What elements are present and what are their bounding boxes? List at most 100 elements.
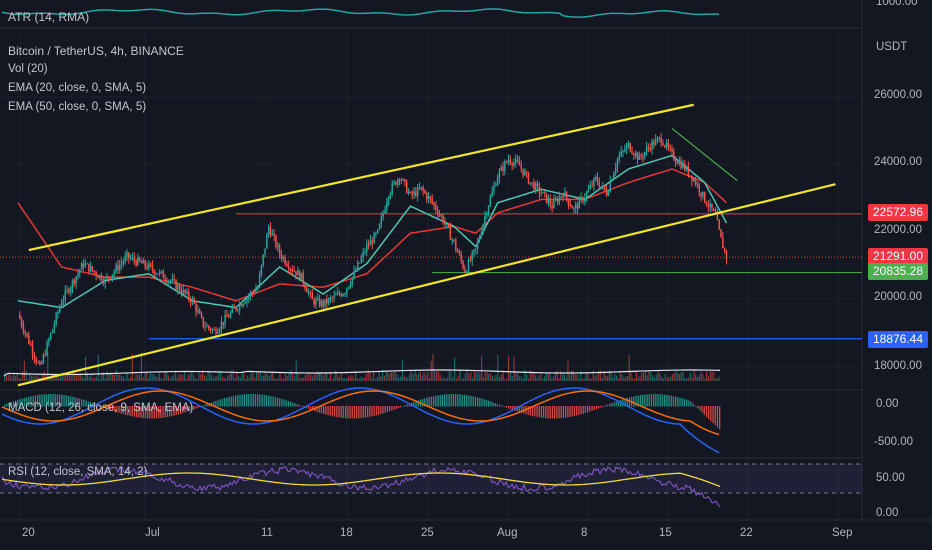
candle-body <box>131 257 134 259</box>
macd-line <box>1 387 720 454</box>
candle-body <box>565 191 568 199</box>
candle-body <box>683 163 686 170</box>
candle-body <box>304 283 306 289</box>
volume-bar <box>416 374 418 381</box>
volume-bar <box>13 372 15 381</box>
candle-body <box>109 277 112 279</box>
volume-bar <box>547 372 549 381</box>
macd-histogram-bar <box>345 406 347 419</box>
volume-bar <box>553 376 555 381</box>
volume-bar <box>482 377 484 381</box>
candle-body <box>504 161 506 171</box>
macd-histogram-bar <box>232 395 235 407</box>
volume-bar <box>88 376 90 381</box>
macd-histogram-bar <box>336 406 338 418</box>
volume-bar <box>184 371 186 381</box>
volume-bar <box>347 376 349 381</box>
horizontal-levels[interactable] <box>0 213 862 340</box>
candle-body <box>246 298 248 303</box>
ema20-label[interactable]: EMA (20, close, 0, SMA, 5) <box>8 82 147 94</box>
candle-body <box>413 191 415 195</box>
price-tag-last[interactable]: 21291.00 <box>868 248 928 265</box>
macd-histogram-bar <box>65 395 67 407</box>
volume-bar <box>473 370 475 381</box>
candle-body <box>633 153 635 156</box>
macd-histogram-bar <box>659 394 661 407</box>
candle-body <box>671 148 673 152</box>
volume-bar <box>130 376 132 381</box>
volume-bar <box>538 375 540 381</box>
candle-body <box>722 237 724 249</box>
macd-histogram-bar <box>543 406 545 418</box>
rsi-label[interactable]: RSI (12, close, SMA, 14, 2) <box>8 466 148 478</box>
macd-histogram-bar <box>186 406 188 412</box>
volume-bar <box>295 360 297 381</box>
macd-histogram-bar <box>488 400 490 407</box>
trend-lines[interactable] <box>17 103 836 387</box>
macd-histogram-bar <box>197 406 199 408</box>
volume-bar <box>117 374 119 381</box>
volume-bar <box>317 371 319 381</box>
vol-label[interactable]: Vol (20) <box>8 63 48 75</box>
price-tag-low[interactable]: 18876.44 <box>868 331 928 348</box>
candle-body <box>287 266 290 270</box>
candle-body <box>647 147 650 149</box>
volume-bar <box>698 374 700 381</box>
volume-bar <box>79 374 81 381</box>
candle-body <box>495 185 497 187</box>
candle-body <box>297 270 299 276</box>
volume-bar <box>164 372 166 381</box>
macd-histogram-bar <box>584 406 587 414</box>
volume-bar <box>560 371 562 381</box>
candle-body <box>711 203 713 209</box>
candle-body <box>482 224 484 234</box>
price-tag-support[interactable]: 20835.28 <box>868 263 928 280</box>
macd-histogram-bar <box>558 406 560 419</box>
volume-bar <box>571 370 573 381</box>
candle-body <box>69 287 72 293</box>
atr-line <box>1 8 720 18</box>
volume-bar <box>247 375 249 381</box>
candle-body <box>464 268 466 273</box>
macd-histogram-bar <box>479 397 481 407</box>
candle-body <box>242 303 245 307</box>
candle-body <box>618 155 621 159</box>
ema50-label[interactable]: EMA (50, close, 0, SMA, 5) <box>8 101 147 113</box>
macd-histogram-bar <box>224 398 226 407</box>
volume-bar <box>322 376 324 381</box>
macd-histogram-bar <box>540 406 543 418</box>
volume-bar <box>500 374 502 381</box>
candle-body <box>607 191 610 196</box>
volume-bar <box>166 372 168 381</box>
macd-histogram-bar <box>573 406 576 417</box>
macd-histogram-bar <box>457 394 459 407</box>
volume-bar <box>373 371 375 381</box>
candle-body <box>193 298 195 304</box>
symbol-title[interactable]: Bitcoin / TetherUS, 4h, BINANCE <box>8 44 184 58</box>
macd-histogram-bar <box>144 406 147 419</box>
candle-body <box>64 290 66 300</box>
price-tag-resistance[interactable]: 22572.96 <box>868 204 928 221</box>
volume-bar <box>65 375 67 381</box>
volume-bar <box>346 378 348 381</box>
macd-histogram-bar <box>272 396 274 407</box>
candle-body <box>28 335 30 344</box>
volume-bar <box>162 378 164 381</box>
macd-histogram-bar <box>417 400 419 407</box>
macd-label[interactable]: MACD (12, 26, close, 9, SMA, EMA) <box>8 402 194 414</box>
volume-bar <box>268 375 270 381</box>
volume-bar <box>634 378 636 381</box>
candle-body <box>576 204 579 209</box>
candle-body <box>700 192 702 197</box>
macd-histogram-bar <box>239 394 241 407</box>
candle-body <box>222 321 225 325</box>
macd-histogram-bar <box>703 406 705 415</box>
candle-body <box>113 271 116 275</box>
candle-body <box>286 263 288 267</box>
candle-body <box>573 207 575 209</box>
candle-body <box>271 233 274 236</box>
macd-histogram-bar <box>342 406 345 419</box>
volume-bar <box>509 371 511 381</box>
candle-body <box>471 252 473 261</box>
